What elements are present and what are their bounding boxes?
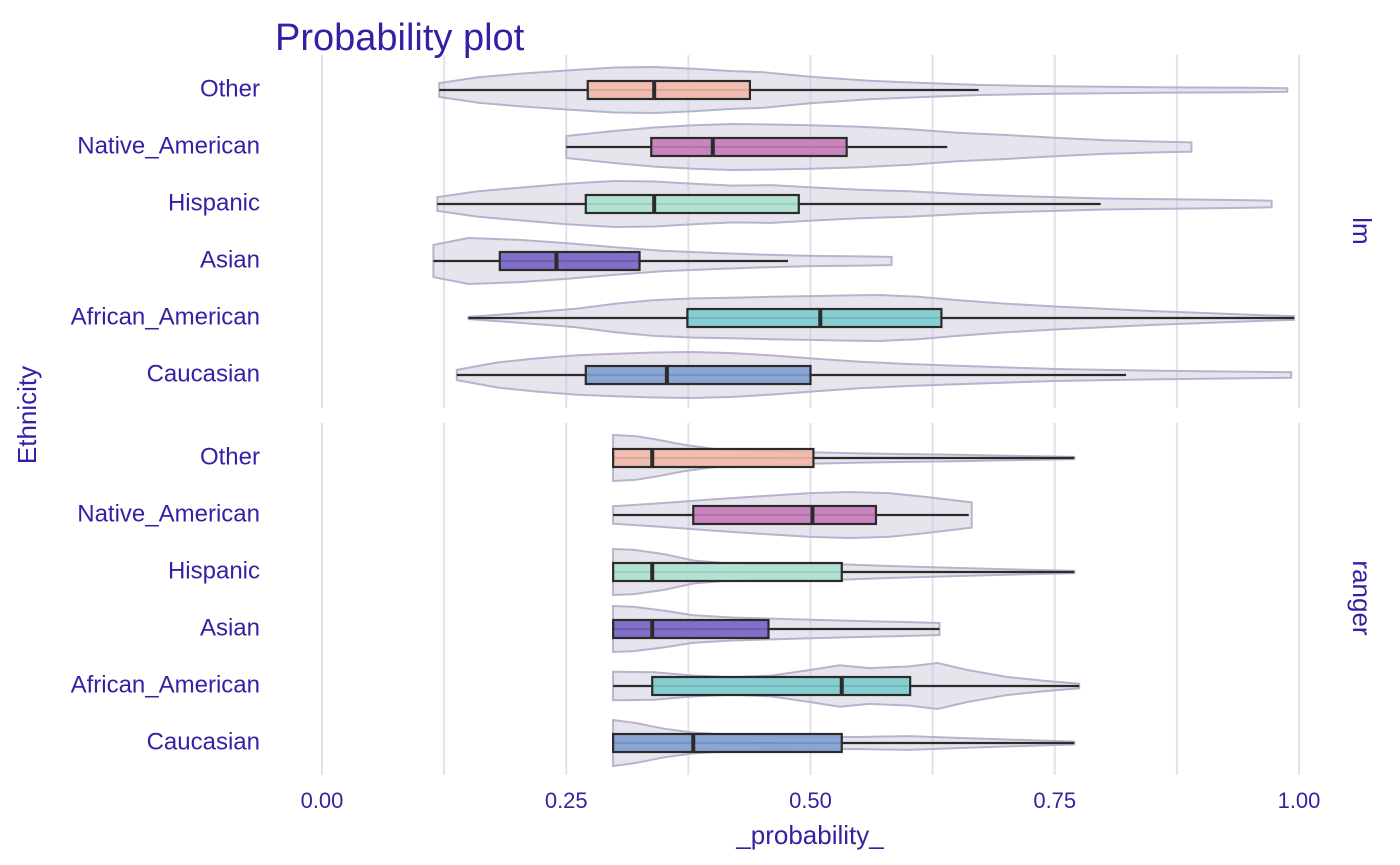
category-label-hispanic: Hispanic (168, 557, 260, 584)
box-caucasian (584, 364, 812, 386)
x-tick-labels: 0.00 0.25 0.50 0.75 1.00 (301, 788, 1321, 813)
box-other (586, 79, 752, 101)
category-label-asian: Asian (200, 614, 260, 641)
x-tick-label: 0.00 (301, 788, 344, 813)
category-label-hispanic: Hispanic (168, 189, 260, 216)
category-label-other: Other (200, 443, 260, 470)
x-tick-label: 0.50 (789, 788, 832, 813)
facet-label-lm: lm (1347, 217, 1377, 244)
box-hispanic (612, 561, 843, 583)
category-label-caucasian: Caucasian (147, 728, 260, 755)
x-tick-label: 0.25 (545, 788, 588, 813)
category-label-asian: Asian (200, 246, 260, 273)
box-hispanic (584, 193, 800, 215)
category-label-native-american: Native_American (77, 500, 260, 527)
category-label-african-american: African_American (71, 671, 260, 698)
box-asian (612, 618, 770, 640)
grid-layer (321, 55, 1300, 775)
category-label-caucasian: Caucasian (147, 360, 260, 387)
x-tick-label: 0.75 (1033, 788, 1076, 813)
x-tick-label: 1.00 (1278, 788, 1321, 813)
y-axis-title: Ethnicity (12, 366, 42, 464)
chart-title: Probability plot (275, 17, 525, 59)
x-axis-title: _probability_ (735, 820, 884, 850)
category-label-african-american: African_American (71, 303, 260, 330)
box-other (612, 447, 815, 469)
violin-layer (432, 65, 1296, 768)
box-caucasian (612, 732, 843, 754)
box-african-american (686, 307, 943, 329)
box-layer (433, 79, 1295, 754)
box-native-american (692, 504, 878, 526)
facet-strips: lm ranger (1347, 217, 1377, 636)
box-african-american (651, 675, 912, 697)
category-labels: Other Native_American Hispanic Asian African… (71, 75, 260, 755)
box-native-american (650, 136, 848, 158)
facet-label-ranger: ranger (1347, 560, 1377, 635)
box-asian (498, 250, 641, 272)
category-label-other: Other (200, 75, 260, 102)
category-label-native-american: Native_American (77, 132, 260, 159)
